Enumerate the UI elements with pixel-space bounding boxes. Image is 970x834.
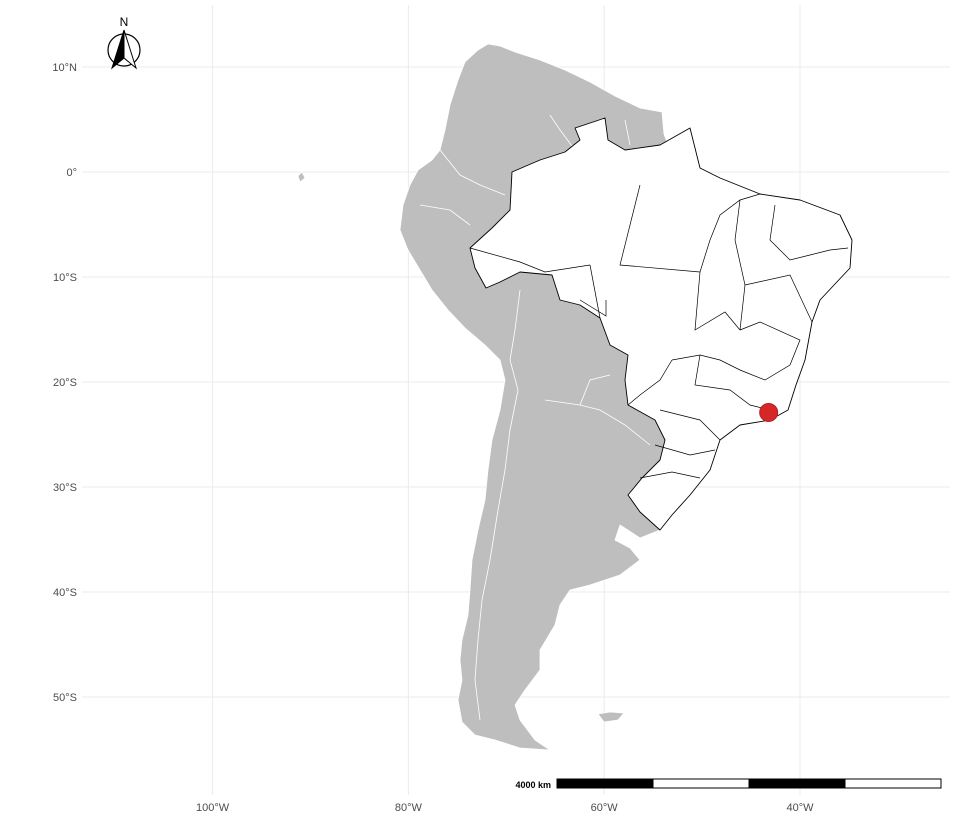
brazil-state-boundaries	[469, 184, 849, 479]
latitude-labels: 10°N 0° 10°S 20°S 30°S 40°S 50°S	[52, 62, 77, 704]
latitude-label: 20°S	[53, 377, 77, 389]
longitude-label: 100°W	[196, 802, 230, 814]
longitude-label: 40°W	[786, 802, 814, 814]
latitude-label: 30°S	[53, 482, 77, 494]
longitude-label: 60°W	[591, 802, 619, 814]
north-arrow-icon-right	[123, 29, 137, 70]
latitude-label: 10°N	[52, 62, 77, 74]
longitude-labels: 100°W 80°W 60°W 40°W	[196, 802, 814, 814]
latitude-label: 40°S	[53, 587, 77, 599]
location-marker[interactable]	[759, 402, 779, 422]
scale-bar-label: 4000 km	[515, 780, 551, 790]
scale-bar-segment	[844, 778, 942, 789]
brazil-region	[469, 117, 853, 531]
falkland-islands	[597, 711, 625, 723]
scale-bar-segment	[748, 778, 846, 789]
latitude-label: 10°S	[53, 272, 77, 284]
galapagos-islands	[297, 171, 306, 183]
north-arrow: N	[107, 15, 141, 70]
longitude-label: 80°W	[395, 802, 423, 814]
latitude-label: 50°S	[53, 692, 77, 704]
latitude-label: 0°	[66, 167, 77, 179]
scale-bar: 4000 km	[515, 778, 942, 790]
scale-bar-segments	[556, 778, 942, 789]
scale-bar-segment	[556, 778, 654, 789]
scale-bar-segment	[652, 778, 750, 789]
brazil-outline	[469, 117, 853, 531]
north-arrow-label: N	[120, 15, 129, 29]
